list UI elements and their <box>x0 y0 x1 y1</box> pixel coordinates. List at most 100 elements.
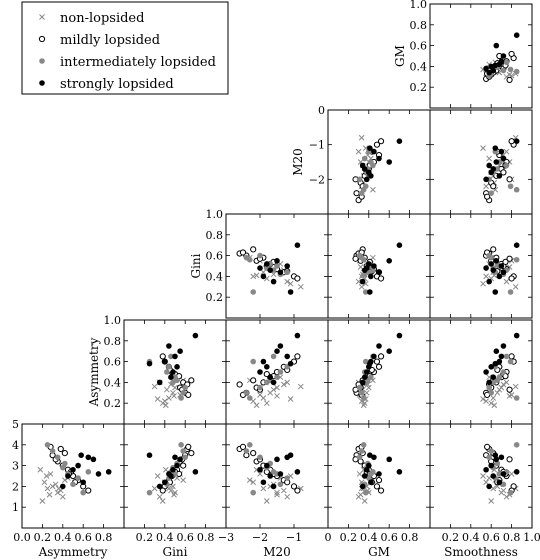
data-point <box>506 393 513 399</box>
data-point <box>171 393 177 399</box>
data-point <box>386 456 393 463</box>
panel-asym-vs-m20 <box>225 319 329 425</box>
data-point <box>274 393 280 399</box>
x-tick-label: 0.2 <box>136 531 154 544</box>
data-point <box>284 353 291 360</box>
data-point <box>264 261 270 267</box>
data-point <box>170 466 176 473</box>
y-tick-label: 0.6 <box>104 356 122 369</box>
panel-frame <box>327 319 431 425</box>
data-point <box>250 273 257 280</box>
data-point <box>500 381 507 388</box>
data-point <box>386 348 393 355</box>
x-tick-label: 0.4 <box>54 531 72 544</box>
data-point <box>70 466 76 473</box>
data-point <box>483 273 489 280</box>
data-point <box>185 391 192 398</box>
data-point <box>80 479 86 486</box>
legend-box <box>21 1 229 95</box>
data-point <box>156 379 163 386</box>
data-point <box>284 493 291 500</box>
y-tick-label: 1.0 <box>410 0 428 11</box>
data-point <box>159 353 166 360</box>
data-point <box>366 261 372 267</box>
data-point <box>365 384 372 391</box>
data-point <box>49 448 56 454</box>
y-tick-label: 1.0 <box>104 314 122 327</box>
data-point <box>371 263 377 269</box>
data-point <box>146 360 153 367</box>
data-point <box>368 479 374 486</box>
data-point <box>70 481 76 488</box>
data-point <box>277 269 284 276</box>
data-point <box>59 493 66 500</box>
data-point <box>166 343 172 349</box>
data-point <box>502 258 509 265</box>
data-point <box>503 59 510 66</box>
data-point <box>60 483 66 490</box>
data-point <box>507 183 514 190</box>
data-point <box>483 369 489 375</box>
data-point <box>260 273 267 280</box>
data-point <box>508 471 515 477</box>
points <box>480 32 520 84</box>
data-point <box>156 493 163 500</box>
x-tick-label: 0 <box>325 531 332 544</box>
data-point <box>493 42 500 49</box>
data-point <box>166 395 172 401</box>
data-point <box>377 487 385 494</box>
data-point <box>500 155 507 162</box>
data-point <box>182 384 188 391</box>
data-point <box>486 483 492 490</box>
data-point <box>490 166 497 172</box>
legend-marker <box>39 58 45 64</box>
data-point <box>498 263 505 269</box>
data-point <box>493 348 500 355</box>
data-point <box>180 390 186 396</box>
data-point <box>367 360 373 367</box>
data-point <box>44 442 51 448</box>
y-tick-label: 0.8 <box>104 335 122 348</box>
data-point <box>170 369 176 375</box>
data-point <box>257 454 263 461</box>
data-point <box>163 386 170 393</box>
data-point <box>60 464 66 471</box>
data-point <box>85 469 92 475</box>
data-point <box>506 71 513 78</box>
data-point <box>274 491 280 498</box>
data-point <box>488 364 495 370</box>
points <box>352 134 403 204</box>
x-tick-label: −3 <box>218 531 234 544</box>
y-tick-label: 5 <box>12 418 19 431</box>
y-tick-label: 2 <box>12 480 19 493</box>
y-tick-label: 0.2 <box>410 81 428 94</box>
data-point <box>483 176 489 183</box>
data-point <box>486 69 492 76</box>
legend: non-lopsided mildly lopsided intermediatel… <box>21 1 229 95</box>
data-point <box>513 469 520 475</box>
data-point <box>488 400 495 407</box>
data-point <box>490 395 497 401</box>
x-tick-label: −1 <box>286 531 302 544</box>
data-point <box>61 450 68 457</box>
data-point <box>166 364 172 370</box>
points <box>480 242 520 295</box>
data-point <box>373 141 381 148</box>
panel-m20-vs-gm: −2 −1 0 M20 <box>291 104 431 215</box>
data-point <box>263 498 270 504</box>
x-tick-label: 0.6 <box>176 531 194 544</box>
data-point <box>168 374 174 381</box>
x-tick-label: 0.6 <box>74 531 92 544</box>
x-tick-label: 0.6 <box>380 531 398 544</box>
x-tick-label: 1.0 <box>523 531 540 544</box>
x-axis-label-gini: Gini <box>163 545 188 559</box>
data-point <box>488 261 495 267</box>
data-point <box>151 485 158 492</box>
data-point <box>367 289 373 295</box>
data-point <box>494 166 501 172</box>
points <box>480 134 520 204</box>
data-point <box>483 466 489 473</box>
data-point <box>239 249 247 256</box>
data-point <box>270 483 277 490</box>
x-tick-label: 0.2 <box>442 531 460 544</box>
